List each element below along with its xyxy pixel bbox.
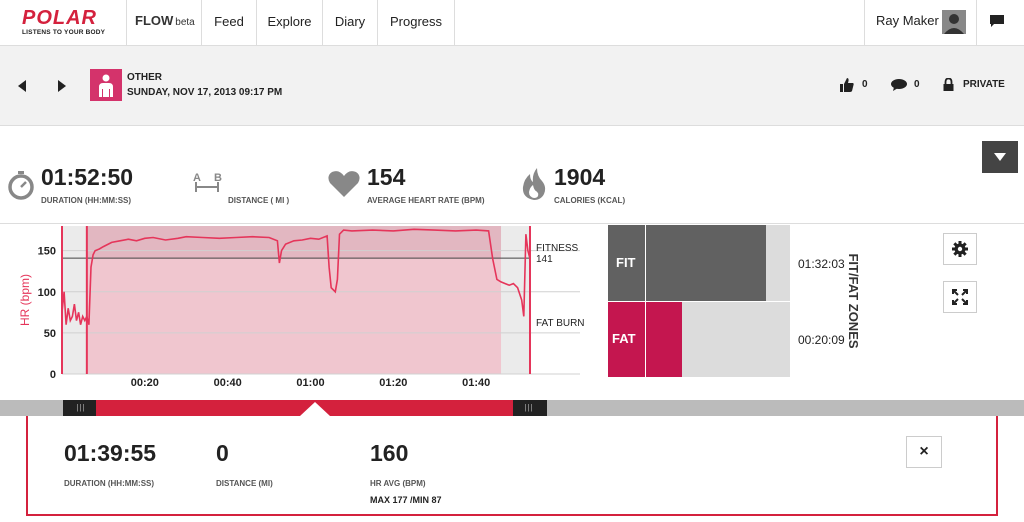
fit-fat-zones-panel: FIT FAT 01:32:03 00:20:09 FIT/FAT ZONES [608,225,861,377]
nav-divider [377,0,378,46]
lock-icon [943,78,954,91]
y-tick-label: 100 [38,287,56,299]
y-tick-label: 50 [44,328,56,340]
distance-icon-b: B [214,172,222,184]
app-name-label: FLOW [135,13,174,28]
selection-detail-panel: 01:39:55 DURATION (HH:MM:SS) 0 DISTANCE … [26,416,998,516]
selection-range[interactable] [96,400,513,416]
zone-label-fitness: FITNESS [536,243,579,254]
fitness-band [86,226,502,259]
distance-label: DISTANCE ( MI ) [228,196,290,205]
x-tick-label: 01:20 [379,377,407,389]
zones-title: FIT/FAT ZONES [846,253,861,349]
threshold-label: 141 [536,254,553,265]
calories-label: CALORIES (KCAL) [554,196,626,205]
nav-divider [256,0,257,46]
distance-icon-a: A [193,172,201,184]
x-tick-label: 01:40 [462,377,490,389]
nav-divider [454,0,455,46]
heart-rate-line [61,228,531,325]
y-axis-label: HR (bpm) [18,274,32,326]
expand-dropdown-button[interactable] [982,141,1018,173]
session-header: OTHER SUNDAY, NOV 17, 2013 09:17 PM 0 0 … [0,46,1024,126]
selection-duration-value: 01:39:55 [64,440,157,466]
zone-divider [645,225,646,301]
fit-zone-time: 01:32:03 [798,257,845,271]
nav-divider [322,0,323,46]
selection-distance-label: DISTANCE (MI) [216,479,273,488]
likes-count: 0 [862,79,868,90]
fit-zone-bar [608,225,766,301]
selection-hr-max-min: MAX 177 /MIN 87 [370,495,442,505]
session-summary: 01:52:50 DURATION (HH:MM:SS) A B DISTANC… [0,126,1024,224]
x-tick-label: 01:00 [296,377,324,389]
y-tick-label: 150 [38,246,56,258]
nav-divider [201,0,202,46]
heart-rate-chart[interactable]: 0 50 100 150 HR (bpm) 00:20 00:40 01:00 01:20 01:… [0,224,590,400]
nav-item-diary[interactable]: Diary [334,14,366,29]
avatar[interactable] [942,10,966,34]
selection-distance-value: 0 [216,440,229,466]
logo-tagline: LISTENS TO YOUR BODY [22,29,106,36]
chat-bubble-icon[interactable] [990,15,1004,27]
nav-divider [126,0,127,46]
distance-ab-icon: A B [192,172,224,200]
y-tick-label: 0 [50,369,56,381]
right-handle-grip-icon[interactable]: ||| [524,403,534,412]
fit-zone-label: FIT [616,255,636,270]
selection-duration-label: DURATION (HH:MM:SS) [64,479,155,488]
top-navigation: POLAR LISTENS TO YOUR BODY FLOW beta Feed… [0,0,1024,46]
previous-session-arrow-icon[interactable] [18,80,26,92]
pointer-notch-icon [300,402,330,416]
comments-count: 0 [914,79,920,90]
close-selection-button[interactable]: × [906,436,942,468]
settings-button[interactable] [943,233,977,265]
nav-item-explore[interactable]: Explore [267,14,312,29]
nav-divider [976,0,977,46]
flame-icon [522,168,546,200]
gear-icon [952,241,968,257]
session-date: SUNDAY, NOV 17, 2013 09:17 PM [127,87,283,98]
fat-zone-label: FAT [612,331,636,346]
user-silhouette-icon [942,10,966,34]
heart-icon [328,171,360,197]
fullscreen-button[interactable] [943,281,977,313]
timeline-scrubber[interactable]: ||| ||| [0,400,1024,416]
caret-down-icon [994,153,1006,161]
sport-name: OTHER [127,72,162,83]
fat-zone-time: 00:20:09 [798,333,845,347]
x-tick-label: 00:40 [214,377,242,389]
duration-value: 01:52:50 [41,164,134,190]
user-name[interactable]: Ray Maker [876,13,939,28]
privacy-setting[interactable]: PRIVATE [963,79,1005,90]
comments-icon[interactable] [891,79,907,91]
thumbs-up-icon[interactable] [840,78,854,92]
sport-other-icon [90,69,122,101]
duration-label: DURATION (HH:MM:SS) [41,196,132,205]
calories-value: 1904 [554,164,606,190]
nav-divider [864,0,865,46]
selection-hr-avg-value: 160 [370,440,409,466]
polar-logo[interactable]: POLAR LISTENS TO YOUR BODY [22,8,122,36]
x-tick-label: 00:20 [131,377,159,389]
selection-hr-avg-label: HR AVG (BPM) [370,479,426,488]
heart-rate-label: AVERAGE HEART RATE (BPM) [367,196,485,205]
heart-rate-chart-svg[interactable]: 0 50 100 150 HR (bpm) 00:20 00:40 01:00 01:20 01:… [0,224,590,400]
left-handle-grip-icon[interactable]: ||| [76,403,86,412]
zone-label-fat-burn: FAT BURN [536,318,585,329]
beta-badge: beta [175,17,195,28]
heart-rate-value: 154 [367,164,406,190]
nav-item-progress[interactable]: Progress [389,14,443,29]
app-name: FLOW beta [135,13,195,28]
zone-divider [645,302,646,377]
logo-wordmark: POLAR [22,7,97,29]
next-session-arrow-icon[interactable] [58,80,66,92]
stopwatch-icon [8,171,34,200]
expand-icon [952,289,968,305]
nav-item-feed[interactable]: Feed [214,14,244,29]
